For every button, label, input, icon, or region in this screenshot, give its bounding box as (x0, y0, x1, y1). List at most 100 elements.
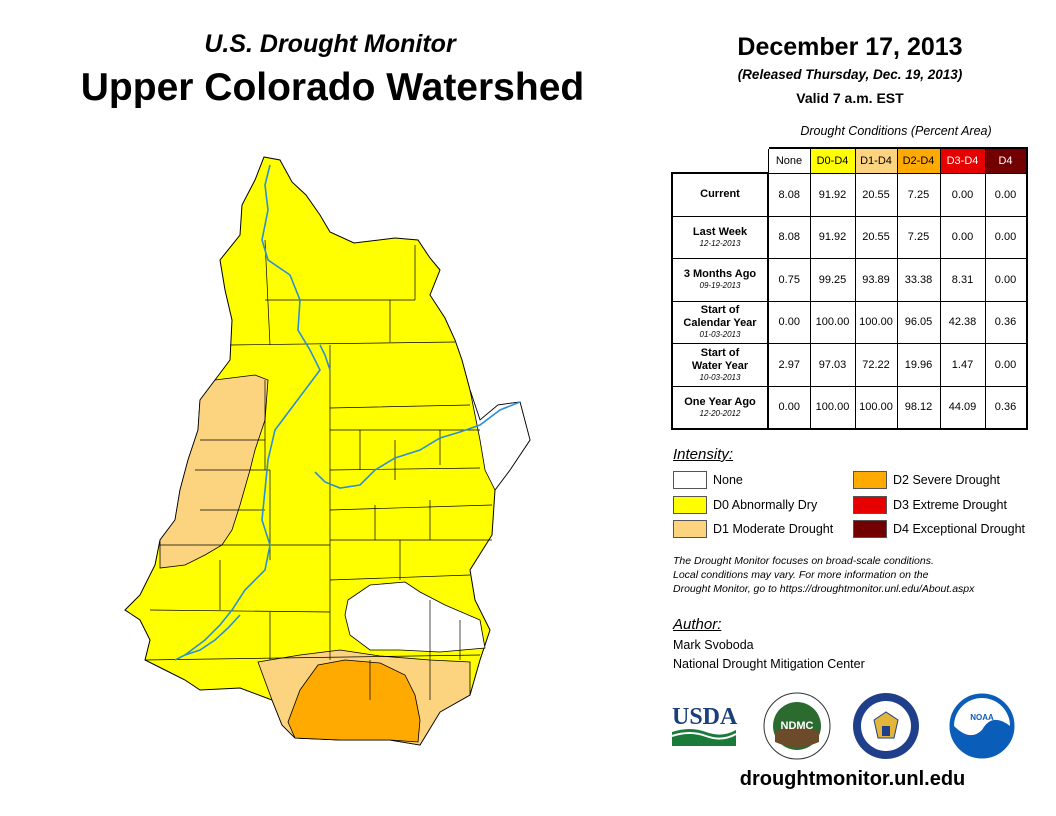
table-row-one-year-ago: One Year Ago 12-20-2012 0.00 100.00 100.0… (671, 385, 1027, 430)
legend-item-d2: D2 Severe Drought (853, 471, 1000, 489)
map-region-none-south (344, 581, 486, 653)
cell: 72.22 (854, 343, 898, 387)
cell: 8.08 (767, 215, 811, 259)
cell: 1.47 (939, 343, 986, 387)
cell: 100.00 (854, 300, 898, 344)
watershed-map (124, 156, 531, 746)
cell: 100.00 (809, 385, 856, 430)
legend-label: D0 Abnormally Dry (713, 498, 818, 512)
map-subtitle: U.S. Drought Monitor (204, 30, 456, 58)
cell: 93.89 (854, 258, 898, 302)
legend-item-d3: D3 Extreme Drought (853, 496, 1007, 514)
table-caption: Drought Conditions (Percent Area) (800, 124, 992, 138)
cell: 0.00 (767, 385, 811, 430)
website-url[interactable]: droughtmonitor.unl.edu (739, 768, 966, 790)
row-date: 12-12-2013 (699, 238, 741, 248)
table-row-3-months: 3 Months Ago 09-19-2013 0.75 99.25 93.89 … (671, 258, 1027, 302)
col-d4: D4 (984, 147, 1027, 174)
author-heading: Author: (673, 616, 722, 633)
ndmc-logo: NDMC (763, 692, 831, 760)
legend-swatch (853, 471, 887, 489)
legend-label: None (713, 473, 743, 487)
row-label: 3 Months Ago 09-19-2013 (671, 258, 769, 302)
cell: 98.12 (896, 385, 941, 430)
cell: 0.00 (767, 300, 811, 344)
table-row-current: Current 8.08 91.92 20.55 7.25 0.00 0.00 (671, 172, 1027, 217)
map-region-d2 (287, 659, 421, 743)
legend-item-d0: D0 Abnormally Dry (673, 496, 817, 514)
cell: 0.00 (984, 258, 1027, 302)
row-label: Current (671, 172, 769, 217)
cell: 96.05 (896, 300, 941, 344)
author-organization: National Drought Mitigation Center (673, 657, 865, 671)
row-label: One Year Ago 12-20-2012 (671, 385, 769, 430)
cell: 7.25 (896, 172, 941, 217)
cell: 44.09 (939, 385, 986, 430)
legend-title: Intensity: (673, 446, 734, 463)
table-row-calendar-year: Start of Calendar Year 01-03-2013 0.00 100… (671, 300, 1027, 344)
table-corner (671, 147, 769, 174)
noaa-logo: NOAA (948, 692, 1016, 760)
legend-item-d4: D4 Exceptional Drought (853, 520, 1025, 538)
author-name: Mark Svoboda (673, 638, 754, 652)
note-line: Local conditions may vary. For more info… (673, 569, 929, 581)
cell: 0.00 (984, 343, 1027, 387)
cell: 0.00 (939, 215, 986, 259)
table-row-water-year: Start of Water Year 10-03-2013 2.97 97.03 … (671, 343, 1027, 387)
row-date: 01-03-2013 (699, 330, 741, 340)
legend-swatch (853, 520, 887, 538)
cell: 2.97 (767, 343, 811, 387)
cell: 0.00 (984, 215, 1027, 259)
note-line: The Drought Monitor focuses on broad-sca… (673, 555, 934, 567)
cell: 19.96 (896, 343, 941, 387)
row-label: Start of Water Year 10-03-2013 (671, 343, 769, 387)
legend-label: D1 Moderate Drought (713, 522, 834, 536)
svg-text:NOAA: NOAA (970, 713, 994, 722)
map-date: December 17, 2013 (737, 33, 963, 61)
row-date: 09-19-2013 (699, 281, 741, 291)
row-date: 10-03-2013 (699, 372, 741, 382)
cell: 8.31 (939, 258, 986, 302)
row-label: Last Week 12-12-2013 (671, 215, 769, 259)
doc-seal-logo (853, 693, 919, 759)
svg-text:NDMC: NDMC (781, 720, 814, 732)
table-header-row: None D0-D4 D1-D4 D2-D4 D3-D4 D4 (671, 147, 1027, 174)
disclaimer-note: The Drought Monitor focuses on broad-sca… (673, 554, 1043, 596)
note-line[interactable]: Drought Monitor, go to https://droughtmo… (673, 583, 975, 595)
legend-swatch (853, 496, 887, 514)
legend-label: D3 Extreme Drought (893, 498, 1007, 512)
col-d3-d4: D3-D4 (939, 147, 986, 174)
county-borders (144, 239, 493, 700)
row-date: 12-20-2012 (699, 408, 741, 418)
legend-label: D2 Severe Drought (893, 473, 1001, 487)
legend-swatch (673, 471, 707, 489)
cell: 91.92 (809, 215, 856, 259)
map-region-none-east (469, 389, 531, 491)
cell: 100.00 (809, 300, 856, 344)
col-d1-d4: D1-D4 (854, 147, 898, 174)
release-date: (Released Thursday, Dec. 19, 2013) (737, 67, 963, 82)
cell: 42.38 (939, 300, 986, 344)
cell: 97.03 (809, 343, 856, 387)
rivers (174, 164, 521, 661)
row-label: Start of Calendar Year 01-03-2013 (671, 300, 769, 344)
cell: 20.55 (854, 215, 898, 259)
usda-logo: USDA (671, 704, 738, 746)
legend-item-d1: D1 Moderate Drought (673, 520, 833, 538)
cell: 99.25 (809, 258, 856, 302)
col-none: None (767, 147, 811, 174)
legend-swatch (673, 496, 707, 514)
cell: 33.38 (896, 258, 941, 302)
col-d0-d4: D0-D4 (809, 147, 856, 174)
cell: 0.36 (984, 300, 1027, 344)
table-row-last-week: Last Week 12-12-2013 8.08 91.92 20.55 7.2… (671, 215, 1027, 259)
cell: 8.08 (767, 172, 811, 217)
col-d2-d4: D2-D4 (896, 147, 941, 174)
legend-item-none: None (673, 471, 743, 489)
valid-time: Valid 7 a.m. EST (796, 90, 904, 106)
cell: 0.36 (984, 385, 1027, 430)
cell: 7.25 (896, 215, 941, 259)
svg-text:USDA: USDA (672, 704, 738, 730)
cell: 0.00 (984, 172, 1027, 217)
drought-conditions-table: None D0-D4 D1-D4 D2-D4 D3-D4 D4 Current … (671, 147, 1028, 430)
